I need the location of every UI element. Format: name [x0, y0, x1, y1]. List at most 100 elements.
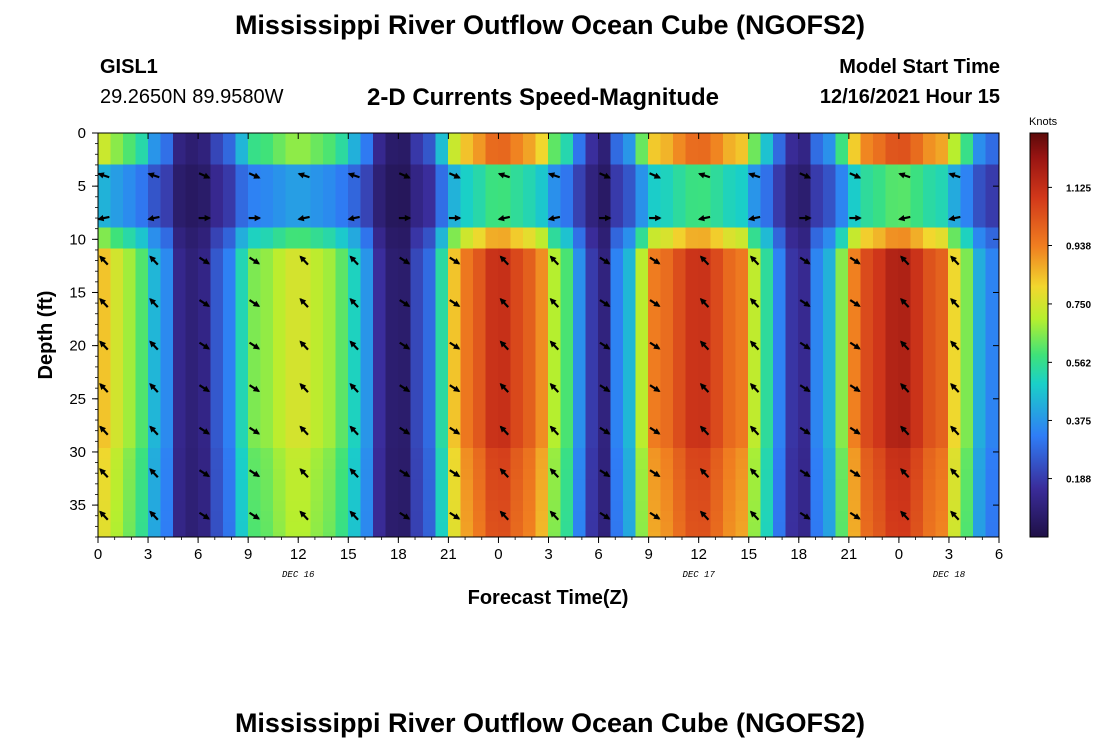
- heat-cell: [523, 133, 537, 145]
- heat-cell: [385, 479, 399, 491]
- heat-cell: [635, 301, 649, 313]
- heat-cell: [823, 343, 837, 355]
- heat-cell: [835, 322, 849, 334]
- current-arrow: [699, 383, 710, 393]
- heat-cell: [660, 143, 674, 155]
- current-arrow: [248, 256, 261, 265]
- heat-cell: [935, 259, 949, 271]
- heat-cell: [785, 479, 799, 491]
- heat-cell: [460, 280, 474, 292]
- heat-cell: [398, 143, 412, 155]
- heat-cell: [835, 311, 849, 323]
- heat-cell: [585, 479, 599, 491]
- heat-cell: [448, 448, 462, 460]
- heat-cell: [673, 175, 687, 187]
- heat-cell: [273, 196, 287, 208]
- heat-cell: [748, 227, 762, 239]
- heat-cell: [173, 332, 187, 344]
- heat-cell: [260, 143, 274, 155]
- heat-cell: [185, 196, 199, 208]
- heat-cell: [173, 196, 187, 208]
- heat-cell: [973, 164, 987, 176]
- heat-cell: [610, 196, 624, 208]
- heat-cell: [748, 521, 762, 533]
- heat-cell: [785, 364, 799, 376]
- heat-cell: [598, 238, 612, 250]
- heat-cell: [635, 479, 649, 491]
- heat-cell: [123, 385, 137, 397]
- current-arrow: [248, 384, 261, 393]
- heat-cell: [985, 521, 999, 533]
- heat-cell: [960, 196, 974, 208]
- heat-cell: [473, 154, 487, 166]
- heat-cell: [548, 196, 562, 208]
- heat-cell: [898, 280, 912, 292]
- y-tick-label: 20: [69, 338, 86, 355]
- heat-cell: [510, 143, 524, 155]
- heat-cell: [223, 437, 237, 449]
- heat-cell: [685, 500, 699, 512]
- heat-cell: [548, 164, 562, 176]
- heat-cell: [760, 259, 774, 271]
- current-arrow: [299, 510, 309, 521]
- heat-cell: [623, 343, 637, 355]
- current-arrow: [499, 297, 510, 308]
- heat-cell: [223, 353, 237, 365]
- heat-cell: [748, 143, 762, 155]
- heat-cell: [348, 353, 362, 365]
- heat-cell: [585, 395, 599, 407]
- heat-cell: [785, 259, 799, 271]
- current-arrow: [749, 383, 760, 393]
- heat-cell: [235, 290, 249, 302]
- heat-cell: [910, 143, 924, 155]
- heat-cell: [735, 311, 749, 323]
- heat-cell: [685, 185, 699, 197]
- heat-cell: [173, 353, 187, 365]
- heat-cell: [598, 154, 612, 166]
- heat-cell: [785, 385, 799, 397]
- station-id: GISL1: [100, 56, 158, 78]
- heat-cell: [398, 458, 412, 470]
- heat-cell: [560, 395, 574, 407]
- heat-cell: [398, 448, 412, 460]
- heat-cell: [285, 154, 299, 166]
- heat-cell: [460, 458, 474, 470]
- current-arrow: [547, 215, 561, 222]
- heat-cell: [860, 479, 874, 491]
- heat-cell: [148, 532, 162, 537]
- heat-cell: [723, 311, 737, 323]
- heat-cell: [623, 395, 637, 407]
- heat-cell: [660, 437, 674, 449]
- heat-cell: [848, 164, 862, 176]
- heat-cell: [610, 343, 624, 355]
- heat-cell: [348, 227, 362, 239]
- heat-cell: [473, 343, 487, 355]
- heat-cell: [548, 343, 562, 355]
- heat-cell: [335, 238, 349, 250]
- heat-cell: [960, 133, 974, 145]
- heat-cell: [748, 353, 762, 365]
- heat-cell: [435, 532, 449, 537]
- heat-cell: [760, 332, 774, 344]
- heat-cell: [110, 343, 124, 355]
- heat-cell: [573, 206, 587, 218]
- heat-cell: [910, 521, 924, 533]
- heat-cell: [973, 427, 987, 439]
- heat-cell: [785, 133, 799, 145]
- heat-cell: [810, 521, 824, 533]
- heat-cell: [210, 301, 224, 313]
- heat-cell: [898, 185, 912, 197]
- heat-cell: [785, 458, 799, 470]
- heat-cell: [173, 395, 187, 407]
- heat-cell: [773, 280, 787, 292]
- heat-cell: [485, 343, 499, 355]
- heat-cell: [748, 416, 762, 428]
- heat-cell: [260, 322, 274, 334]
- heat-cell: [548, 206, 562, 218]
- heat-cell: [635, 154, 649, 166]
- heat-cell: [298, 311, 312, 323]
- heat-cell: [423, 416, 437, 428]
- heat-cell: [285, 185, 299, 197]
- heat-cell: [710, 479, 724, 491]
- heat-cell: [335, 374, 349, 386]
